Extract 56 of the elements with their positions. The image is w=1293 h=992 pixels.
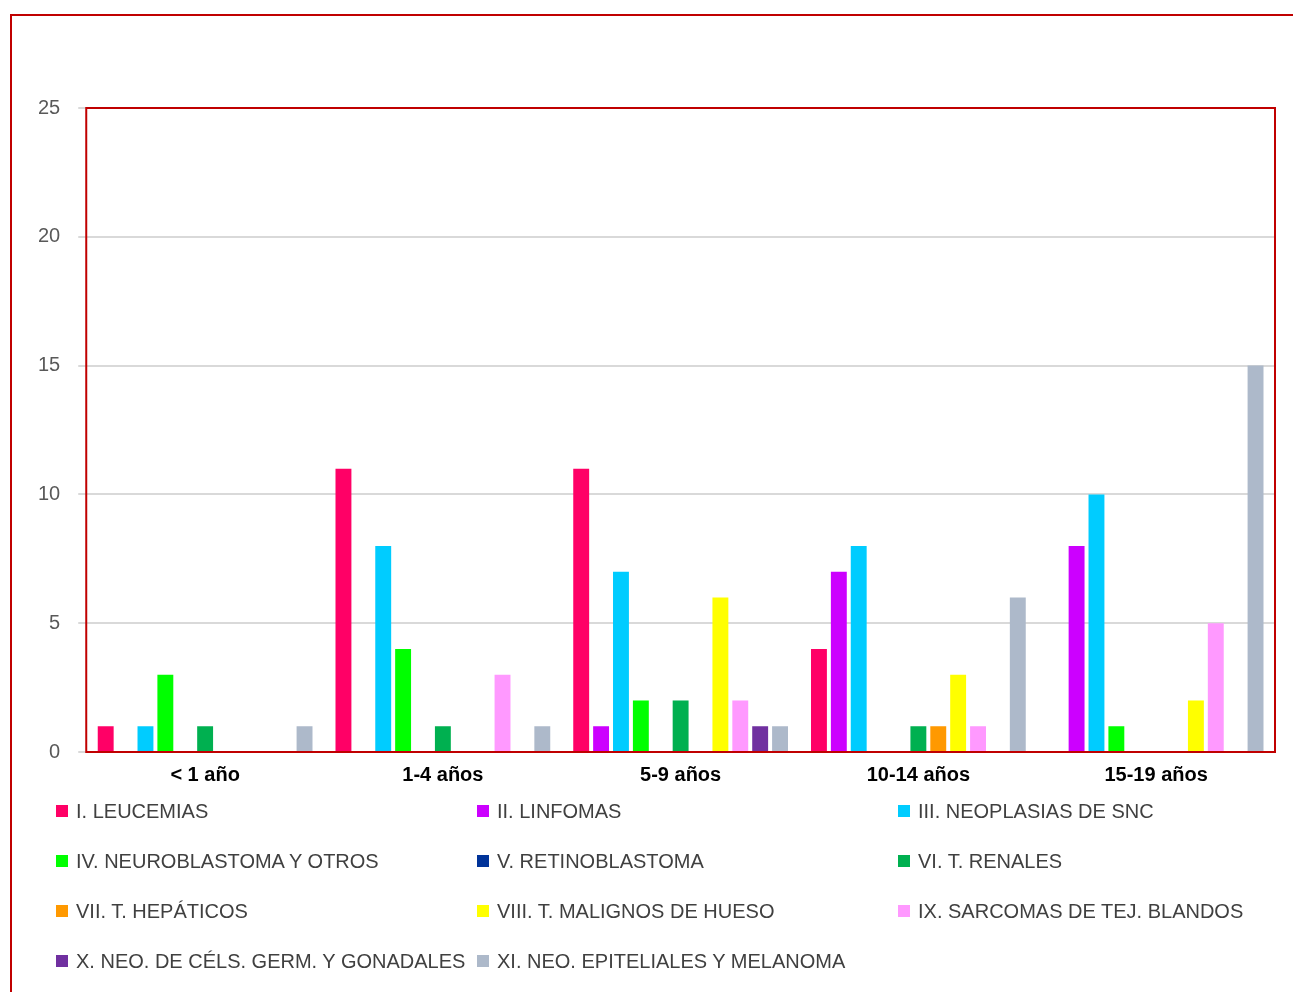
y-tick-label: 0 (49, 739, 61, 762)
bar (910, 726, 927, 751)
bar (1187, 700, 1204, 751)
bar (772, 726, 788, 751)
bar (950, 674, 967, 751)
bar (593, 726, 610, 751)
x-tick-label: 5-9 años (640, 762, 722, 785)
bar (97, 726, 114, 751)
bar (434, 726, 451, 751)
bar (1108, 726, 1125, 751)
bar (970, 726, 986, 751)
legend-label: X. NEO. DE CÉLS. GERM. Y GONADALES (76, 949, 466, 973)
bar (296, 726, 313, 751)
bar (830, 571, 847, 751)
bar (613, 571, 629, 751)
bar (752, 726, 769, 751)
bar (534, 726, 551, 751)
bar (732, 700, 749, 751)
y-tick-label: 5 (49, 610, 61, 633)
y-tick-label: 20 (38, 224, 61, 247)
legend-label: VIII. T. MALIGNOS DE HUESO (497, 899, 775, 923)
bar (494, 674, 511, 751)
bar (672, 700, 689, 751)
x-tick-label: 1-4 años (402, 762, 484, 785)
bar (395, 648, 412, 751)
bar (1207, 623, 1224, 751)
legend-label: VI. T. RENALES (918, 849, 1063, 873)
bar (811, 648, 827, 751)
bar (1068, 545, 1085, 751)
y-tick-label: 15 (38, 353, 61, 376)
bar (632, 700, 649, 751)
bar (850, 545, 867, 751)
y-tick-label: 25 (38, 95, 61, 118)
legend-label: XI. NEO. EPITELIALES Y MELANOMA (497, 949, 846, 973)
legend-label: IV. NEUROBLASTOMA Y OTROS (76, 849, 379, 873)
bar (573, 468, 590, 751)
legend-label: VII. T. HEPÁTICOS (76, 899, 248, 923)
legend-label: IX. SARCOMAS DE TEJ. BLANDOS (918, 899, 1244, 923)
x-tick-label: < 1 año (170, 762, 240, 785)
legend-label: II. LINFOMAS (497, 799, 622, 823)
x-tick-label: 15-19 años (1104, 762, 1208, 785)
bar (375, 545, 392, 751)
bar (157, 674, 174, 751)
bar (1009, 597, 1026, 751)
bar (335, 468, 352, 751)
bar (1247, 365, 1264, 751)
bar (930, 726, 947, 751)
x-tick-label: 10-14 años (866, 762, 971, 785)
y-tick-label: 10 (38, 481, 61, 504)
bar (1088, 494, 1105, 751)
legend-label: III. NEOPLASIAS DE SNC (918, 799, 1154, 823)
bar (712, 597, 729, 751)
legend-label: V. RETINOBLASTOMA (497, 849, 704, 873)
bar (197, 726, 214, 751)
bar (137, 726, 154, 751)
legend-label: I. LEUCEMIAS (76, 799, 209, 823)
